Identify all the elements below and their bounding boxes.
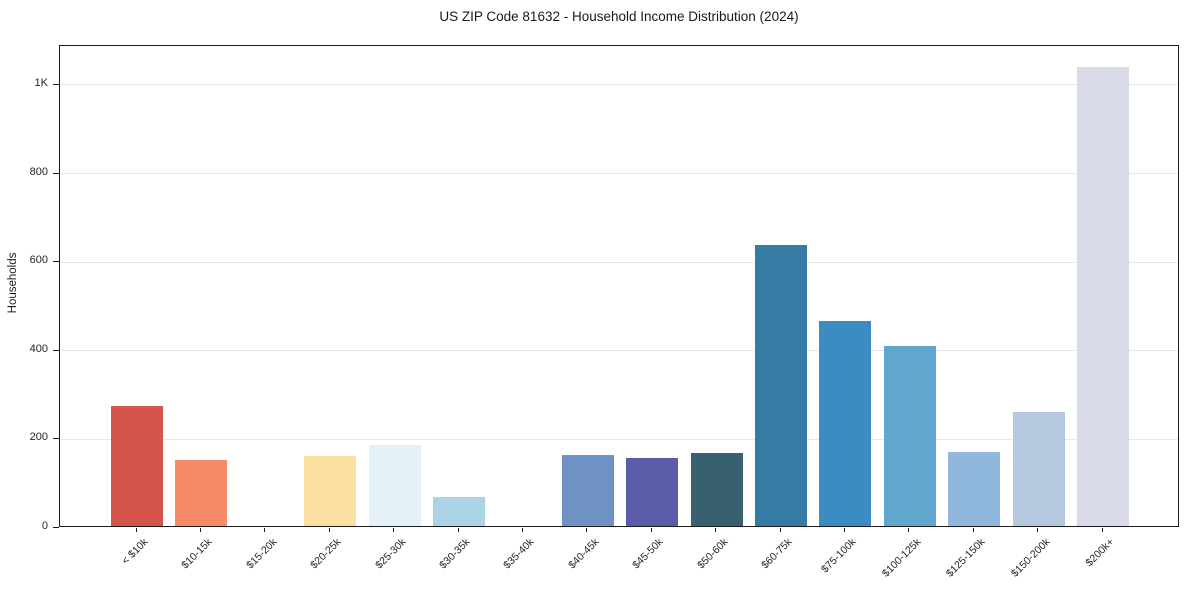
bar <box>1077 67 1129 526</box>
x-tick-mark <box>457 528 459 532</box>
chart-title: US ZIP Code 81632 - Household Income Dis… <box>439 9 799 24</box>
x-tick-mark <box>521 528 523 532</box>
x-tick-mark <box>650 528 652 532</box>
bar <box>368 444 421 526</box>
gridline <box>60 173 1178 175</box>
bar <box>111 405 163 526</box>
x-tick-mark <box>779 528 781 532</box>
gridline <box>60 261 1178 263</box>
gridline <box>60 350 1178 352</box>
x-tick-mark <box>1101 528 1103 532</box>
x-tick-mark <box>328 528 330 532</box>
plot-area <box>59 45 1179 527</box>
y-tick-label: 600 <box>29 254 48 267</box>
y-tick-mark <box>53 261 59 263</box>
x-tick-mark <box>715 528 717 532</box>
x-tick-mark <box>972 528 974 532</box>
gridline <box>60 438 1178 440</box>
bar <box>626 457 679 526</box>
x-tick-mark <box>1037 528 1039 532</box>
x-tick-mark <box>135 528 137 532</box>
x-tick-mark <box>199 528 201 532</box>
x-tick-mark <box>908 528 910 532</box>
bar <box>304 456 357 526</box>
y-tick-label: 200 <box>29 431 48 444</box>
bar <box>819 320 872 526</box>
x-tick-label: < $10k <box>119 536 151 567</box>
bar <box>1012 412 1065 526</box>
bar <box>433 496 485 526</box>
bar <box>755 245 807 526</box>
y-tick-label: 0 <box>41 520 48 532</box>
y-tick-mark <box>53 438 59 440</box>
y-tick-mark <box>53 83 59 85</box>
bar <box>883 345 936 526</box>
y-tick-mark <box>53 349 59 351</box>
x-tick-mark <box>586 528 588 532</box>
y-tick-label: 400 <box>29 342 48 355</box>
x-tick-mark <box>264 528 266 532</box>
y-tick-mark <box>53 527 59 528</box>
y-tick-label: 1K <box>34 76 48 89</box>
bar <box>175 459 228 526</box>
bar <box>948 451 1001 526</box>
x-tick-mark <box>843 528 845 532</box>
x-tick-mark <box>393 528 395 532</box>
bar <box>690 452 743 526</box>
bar <box>561 455 614 526</box>
y-tick-label: 800 <box>29 165 48 178</box>
y-tick-mark <box>53 172 59 174</box>
gridline <box>60 84 1178 86</box>
